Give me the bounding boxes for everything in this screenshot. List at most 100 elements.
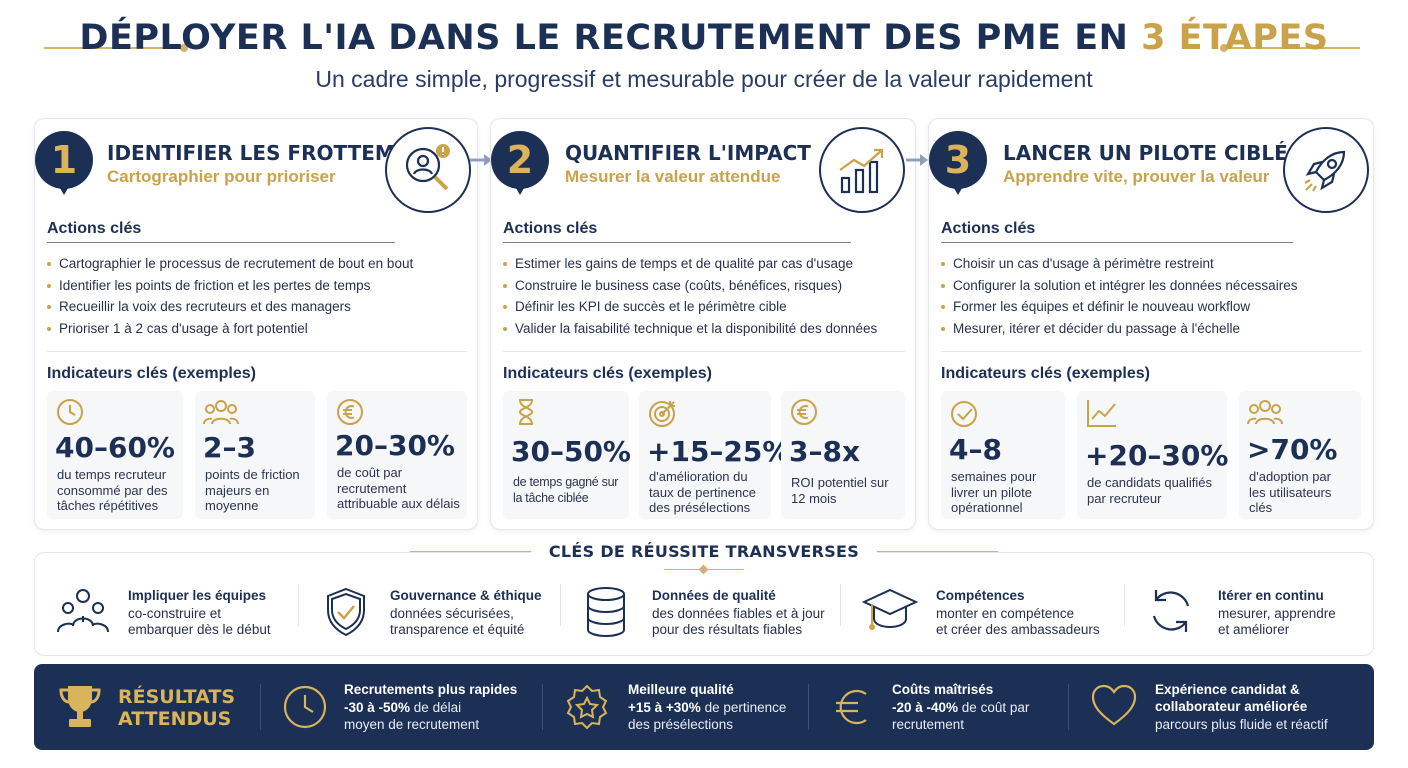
heart-icon	[1091, 684, 1137, 726]
kpi-card: 2–3 points de friction majeurs en moyenn…	[195, 391, 315, 519]
list-item: Choisir un cas d'usage à périmètre restr…	[941, 253, 1297, 275]
kpi-value: 40–60%	[55, 431, 175, 464]
kpi-value: 3–8x	[789, 435, 861, 468]
result-text: de délai	[410, 700, 462, 715]
step-card-2: 2 QUANTIFIER L'IMPACT Mesurer la valeur …	[490, 118, 916, 530]
desc-line: et améliorer	[1218, 622, 1290, 637]
people-icon	[203, 400, 239, 425]
desc-line: pour des résultats fiables	[652, 622, 803, 637]
divider	[560, 584, 561, 626]
list-item: Estimer les gains de temps et de qualité…	[503, 253, 877, 275]
desc-line: embarquer dès le début	[128, 622, 271, 637]
desc-line: des données fiables et à jour	[652, 606, 825, 621]
people-icon	[1247, 400, 1283, 425]
kpi-value: 4–8	[949, 433, 1002, 466]
step-subtitle: Apprendre vite, prouver la valeur	[1003, 167, 1270, 186]
database-icon	[587, 587, 625, 638]
trophy-icon	[59, 686, 101, 727]
indicators-label: Indicateurs clés (exemples)	[503, 365, 712, 382]
kpi-label: points de friction majeurs en moyenne	[205, 467, 300, 513]
transverse-item-title: Gouvernance & éthique	[390, 588, 542, 603]
list-item: Définir les KPI de succès et le périmètr…	[503, 296, 877, 318]
step-card-1: 1 IDENTIFIER LES FROTTEMENTS Cartographi…	[34, 118, 478, 530]
results-title-line: ATTENDUS	[118, 708, 232, 730]
transverse-item-desc: monter en compétence et créer des ambassa…	[936, 606, 1100, 638]
section-rule	[941, 242, 1293, 243]
desc-line: transparence et équité	[390, 622, 525, 637]
graduation-cap-icon	[862, 588, 918, 630]
header-rule-right	[1224, 47, 1360, 49]
step-number-badge: 1	[35, 131, 93, 195]
step-subtitle: Cartographier pour prioriser	[107, 167, 336, 186]
check-circle-icon	[951, 401, 977, 427]
result-line: recrutement	[892, 717, 965, 732]
divider	[542, 684, 543, 730]
indicators-label: Indicateurs clés (exemples)	[47, 365, 256, 382]
header-rule-left	[44, 47, 184, 49]
arrow-right-icon	[470, 154, 492, 166]
kpi-card: 4–8 semaines pour livrer un pilote opéra…	[941, 391, 1065, 519]
result-highlight: -30 à -50%	[344, 700, 411, 715]
euro-icon	[791, 399, 817, 425]
actions-list: Choisir un cas d'usage à périmètre restr…	[941, 253, 1297, 339]
list-item: Former les équipes et définir le nouveau…	[941, 296, 1297, 318]
section-rule	[503, 242, 851, 243]
kpi-label: de candidats qualifiés par recruteur	[1087, 475, 1213, 506]
kpi-label: d'adoption par les utilisateurs clés	[1249, 469, 1332, 515]
clock-icon	[57, 399, 83, 425]
divider	[47, 351, 467, 352]
actions-label: Actions clés	[941, 220, 1036, 237]
actions-list: Cartographier le processus de recrutemen…	[47, 253, 413, 339]
result-text: de coût par	[958, 700, 1030, 715]
divider	[840, 584, 841, 626]
result-line: des présélections	[628, 717, 734, 732]
title-main: DÉPLOYER L'IA DANS LE RECRUTEMENT DES PM…	[79, 18, 1129, 58]
indicators-label: Indicateurs clés (exemples)	[941, 365, 1150, 382]
arrow-right-icon	[906, 154, 928, 166]
result-title: Coûts maîtrisés	[892, 682, 994, 697]
refresh-icon	[1152, 590, 1190, 632]
result-text: de pertinence	[700, 700, 787, 715]
step-number-badge: 3	[929, 131, 987, 195]
result-title: Recrutements plus rapides	[344, 682, 518, 697]
shield-check-icon	[327, 587, 365, 637]
page-subtitle: Un cadre simple, progressif et mesurable…	[315, 66, 1093, 92]
kpi-value: 2–3	[203, 431, 256, 464]
divider	[1124, 584, 1125, 626]
list-item: Construire le business case (coûts, béné…	[503, 275, 877, 297]
result-title: collaborateur améliorée	[1155, 699, 1308, 714]
step-title: LANCER UN PILOTE CIBLÉ	[1003, 141, 1288, 165]
desc-line: et créer des ambassadeurs	[936, 622, 1100, 637]
result-line: moyen de recrutement	[344, 717, 480, 732]
kpi-value: +20–30%	[1085, 439, 1229, 472]
step-card-3: 3 LANCER UN PILOTE CIBLÉ Apprendre vite,…	[928, 118, 1374, 530]
transverse-item-title: Données de qualité	[652, 588, 776, 603]
results-band: RÉSULTATS ATTENDUS Recrutements plus rapi…	[34, 664, 1374, 750]
kpi-label: semaines pour livrer un pilote opération…	[951, 469, 1037, 515]
divider	[1068, 684, 1069, 730]
transverse-title-text: CLÉS DE RÉUSSITE TRANSVERSES	[530, 542, 878, 561]
result-line: +15 à +30% de pertinence	[628, 699, 786, 716]
transverse-item-title: Compétences	[936, 588, 1025, 603]
header: DÉPLOYER L'IA DANS LE RECRUTEMENT DES PM…	[0, 18, 1408, 93]
result-line: -20 à -40% de coût par	[892, 699, 1029, 716]
result-line: -30 à -50% de délai	[344, 699, 461, 716]
growth-chart-icon	[819, 127, 905, 213]
list-item: Mesurer, itérer et décider du passage à …	[941, 318, 1297, 340]
desc-line: données sécurisées,	[390, 606, 514, 621]
header-rule-dot	[180, 44, 188, 52]
transverse-item-desc: données sécurisées, transparence et équit…	[390, 606, 524, 638]
step-subtitle: Mesurer la valeur attendue	[565, 167, 781, 186]
divider	[808, 684, 809, 730]
results-title-line: RÉSULTATS	[118, 686, 236, 708]
kpi-value: +15–25%	[647, 435, 791, 468]
result-highlight: +15 à +30%	[628, 700, 701, 715]
kpi-card: 40–60% du temps recruteur consommé par d…	[47, 391, 183, 519]
result-title: Expérience candidat &	[1155, 682, 1300, 697]
list-item: Recueillir la voix des recruteurs et des…	[47, 296, 413, 318]
kpi-card: +20–30% de candidats qualifiés par recru…	[1077, 391, 1229, 519]
actions-list: Estimer les gains de temps et de qualité…	[503, 253, 877, 339]
euro-icon	[337, 399, 363, 425]
divider	[260, 684, 261, 730]
result-line: parcours plus fluide et réactif	[1155, 717, 1328, 732]
